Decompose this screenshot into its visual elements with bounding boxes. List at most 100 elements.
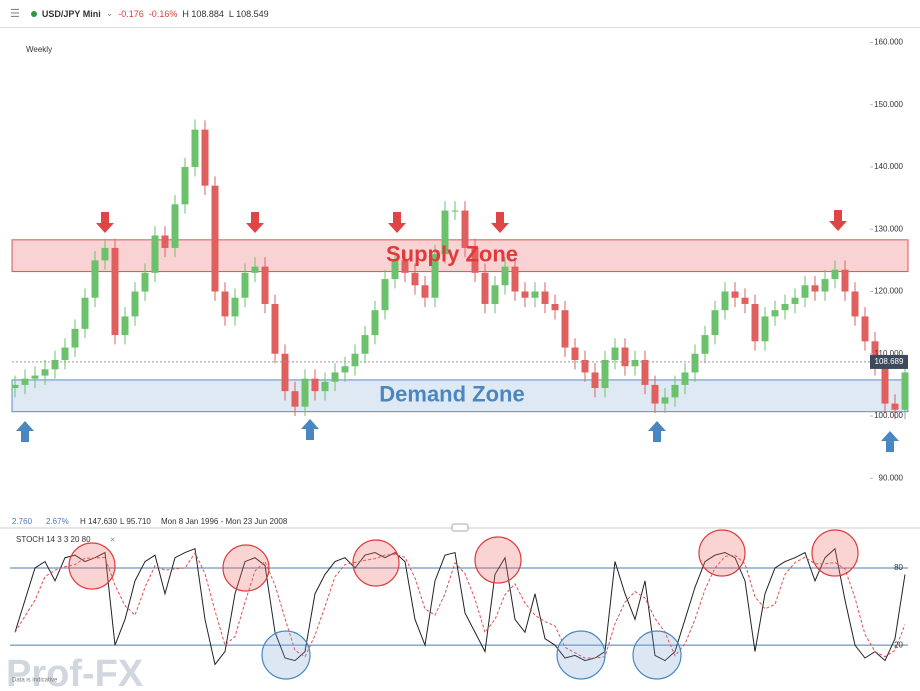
- candle-body: [661, 397, 669, 404]
- candle-body: [131, 291, 139, 317]
- candle-body: [791, 297, 799, 304]
- disclaimer: Data is indicative: [12, 678, 58, 684]
- menu-icon[interactable]: ☰: [10, 8, 20, 20]
- candle-body: [221, 291, 229, 317]
- candle-body: [551, 303, 559, 311]
- candle-body: [631, 360, 639, 367]
- candle-body: [851, 291, 859, 317]
- candle-body: [901, 372, 909, 410]
- y-tick-label: 110.000: [875, 349, 904, 358]
- y-tick-label: 20: [894, 640, 903, 649]
- candle-body: [301, 378, 309, 407]
- candle-body: [761, 316, 769, 342]
- watermark: Prof-FX: [6, 653, 144, 691]
- candle-body: [261, 266, 269, 304]
- demand-arrows: [16, 419, 899, 452]
- candle-body: [571, 347, 579, 360]
- candle-body: [171, 204, 179, 248]
- zone: [11, 239, 909, 273]
- candle-body: [521, 291, 529, 298]
- candle-body: [461, 210, 469, 248]
- zone: [11, 379, 909, 413]
- candle-body: [731, 291, 739, 298]
- candle-body: [41, 369, 49, 376]
- candle-body: [621, 347, 629, 367]
- candle-body: [601, 360, 609, 389]
- y-tick-label: 140.000: [874, 162, 903, 171]
- info-low: L 95.710: [120, 517, 151, 526]
- candle-body: [831, 269, 839, 280]
- candle-body: [251, 266, 259, 273]
- candle-body: [711, 310, 719, 336]
- stoch-label: STOCH 14 3 3 20 80: [16, 535, 91, 544]
- candle-body: [581, 360, 589, 373]
- candle-body: [11, 384, 19, 389]
- candle-body: [591, 372, 599, 389]
- low: L 108.549: [228, 8, 269, 19]
- candle-body: [781, 303, 789, 311]
- info-range: Mon 8 Jan 1996 - Mon 23 Jun 2008: [161, 517, 288, 526]
- candle-body: [801, 285, 809, 298]
- y-tick-label: 130.000: [874, 224, 903, 233]
- candle-body: [451, 210, 459, 212]
- resize-handle[interactable]: [451, 523, 469, 532]
- oversold-circles: [261, 630, 682, 680]
- candle-body: [441, 210, 449, 255]
- candle-body: [91, 260, 99, 298]
- info-change: 2.760: [12, 517, 33, 526]
- candle-body: [881, 366, 889, 404]
- candle-body: [871, 341, 879, 367]
- candle-body: [121, 316, 129, 336]
- candle-body: [201, 129, 209, 186]
- candle-body: [291, 391, 299, 407]
- candle-body: [891, 403, 899, 410]
- info-high: H 147.630: [80, 517, 117, 526]
- y-tick-label: 90.000: [879, 473, 904, 482]
- candle-body: [361, 335, 369, 354]
- candle-body: [541, 291, 549, 304]
- candle-body: [651, 384, 659, 404]
- candle-body: [161, 235, 169, 248]
- symbol[interactable]: USD/JPY Mini: [41, 8, 101, 19]
- candle-body: [501, 266, 509, 286]
- candle-body: [861, 316, 869, 342]
- y-tick-label: 80: [894, 563, 903, 572]
- last-price-tag: [870, 354, 908, 369]
- candle-body: [481, 272, 489, 304]
- candle-body: [751, 303, 759, 342]
- y-tick-label: 150.000: [874, 100, 903, 109]
- candle-body: [191, 129, 199, 167]
- close-icon[interactable]: ×: [110, 534, 115, 544]
- change: -0.176: [118, 8, 144, 19]
- candle-body: [381, 279, 389, 311]
- candle-body: [671, 384, 679, 398]
- overbought-circles: [68, 529, 859, 592]
- candle-body: [281, 353, 289, 392]
- candle-body: [401, 260, 409, 273]
- change-pct: -0.16%: [148, 8, 178, 19]
- candle-body: [311, 378, 319, 392]
- supply-arrows: [96, 210, 847, 233]
- candle-body: [61, 347, 69, 360]
- candle-body: [741, 297, 749, 304]
- candle-body: [231, 297, 239, 317]
- candle-body: [351, 353, 359, 367]
- candle-body: [81, 297, 89, 329]
- high: H 108.884: [182, 8, 224, 19]
- candle-body: [271, 303, 279, 354]
- candle-body: [641, 360, 649, 385]
- candle-body: [611, 347, 619, 360]
- candle-body: [431, 254, 439, 298]
- candle-body: [71, 328, 79, 348]
- zone-label: Supply Zone: [386, 242, 518, 267]
- candle-body: [411, 272, 419, 286]
- y-tick-label: 100.000: [874, 411, 903, 420]
- last-price-label: 108.689: [875, 357, 904, 366]
- stoch-line: [14, 547, 906, 666]
- interval: Weekly: [26, 45, 52, 54]
- candle-body: [841, 269, 849, 292]
- candle-body: [371, 310, 379, 336]
- candle-body: [701, 335, 709, 354]
